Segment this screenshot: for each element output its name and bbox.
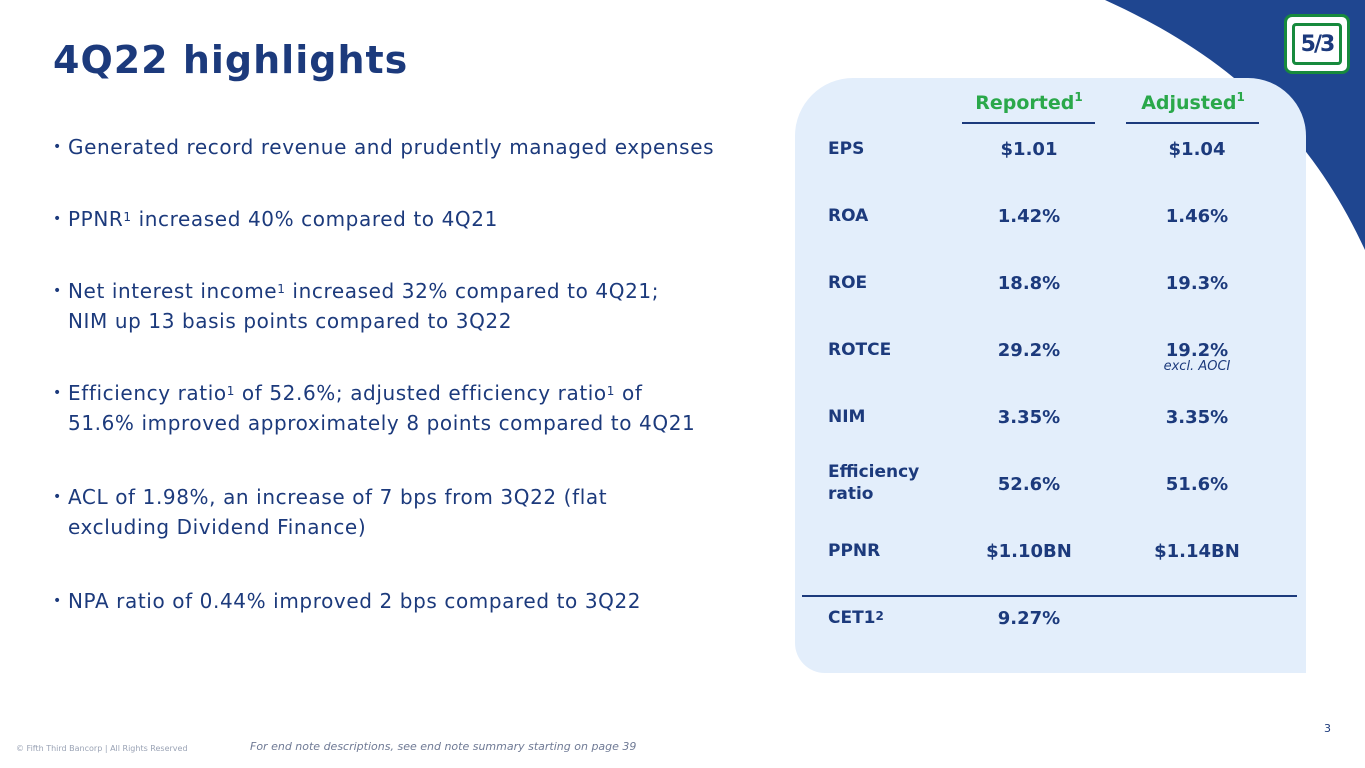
copyright-notice: © Fifth Third Bancorp | All Rights Reser… [16,744,188,753]
bullet-efficiency-ratio: Efficiency ratio1 of 52.6%; adjusted eff… [53,378,695,438]
bullet-text: Generated record revenue and prudently m… [68,135,715,159]
bullet-text: increased 40% compared to 4Q21 [131,207,498,231]
cell-rotce-adjusted: 19.2% [1165,340,1229,361]
footnote-ref: 1 [123,210,132,224]
label-line2: ratio [828,484,874,504]
row-label-rotce: ROTCE [828,340,892,360]
cell-efficiency-reported: 52.6% [997,474,1061,495]
bullet-text-line2: NIM up 13 basis points compared to 3Q22 [68,309,513,333]
cell-roa-adjusted: 1.46% [1165,206,1229,227]
row-label-roe: ROE [828,273,868,293]
cell-nim-reported: 3.35% [997,407,1061,428]
row-label-efficiency-ratio: Efficiency ratio [828,461,919,505]
footnote-ref: 1 [606,384,616,398]
endnote-reference: For end note descriptions, see end note … [250,740,637,753]
fifth-third-logo: 5/3 [1284,14,1350,74]
bullet-text: Net interest income [68,279,278,303]
footnote-ref: 2 [875,609,884,623]
adjusted-column-header: Adjusted1 [1127,90,1259,114]
cell-eps-adjusted: $1.04 [1168,139,1226,160]
page-number: 3 [1324,722,1331,735]
bullet-net-interest-income: Net interest income1 increased 32% compa… [53,276,659,336]
row-label-ppnr: PPNR [828,541,881,561]
table-divider [802,595,1297,597]
cell-ppnr-adjusted: $1.14BN [1154,541,1240,562]
cell-cet1-reported: 9.27% [997,608,1061,629]
adjusted-header-underline [1126,122,1259,124]
label-text: CET1 [828,608,876,628]
cell-ppnr-reported: $1.10BN [986,541,1072,562]
metrics-panel [795,78,1306,673]
bullet-text: of [615,381,643,405]
cell-rotce-reported: 29.2% [997,340,1061,361]
cell-nim-adjusted: 3.35% [1165,407,1229,428]
bullet-text: Efficiency ratio [68,381,227,405]
cell-efficiency-adjusted: 51.6% [1165,474,1229,495]
bullet-text-line2: 51.6% improved approximately 8 points co… [68,411,696,435]
footnote-ref: 1 [277,282,286,296]
reported-column-header: Reported1 [963,90,1095,114]
logo-mark: 5/3 [1292,23,1342,65]
footnote-ref: 1 [226,384,235,398]
bullet-acl: ACL of 1.98%, an increase of 7 bps from … [53,482,607,542]
cell-eps-reported: $1.01 [1000,139,1058,160]
cell-roa-reported: 1.42% [997,206,1061,227]
cell-rotce-note: excl. AOCI [1163,359,1231,374]
bullet-ppnr: PPNR1 increased 40% compared to 4Q21 [53,204,498,234]
bullet-npa-ratio: NPA ratio of 0.44% improved 2 bps compar… [53,586,641,616]
row-label-roa: ROA [828,206,869,226]
label-line1: Efficiency [828,462,920,482]
header-text: Reported [975,92,1075,114]
cell-roe-adjusted: 19.3% [1165,273,1229,294]
row-label-cet1: CET12 [828,607,884,629]
header-text: Adjusted [1141,92,1237,114]
cell-roe-reported: 18.8% [997,273,1061,294]
page-title: 4Q22 highlights [53,38,409,82]
bullet-record-revenue: Generated record revenue and prudently m… [53,132,714,162]
bullet-text: ACL of 1.98%, an increase of 7 bps from … [68,485,608,509]
bullet-text: of 52.6%; adjusted efficiency ratio [234,381,607,405]
row-label-nim: NIM [828,407,866,427]
reported-header-underline [962,122,1095,124]
row-label-eps: EPS [828,139,865,159]
bullet-text: NPA ratio of 0.44% improved 2 bps compar… [68,589,642,613]
bullet-text: PPNR [68,207,124,231]
footnote-ref: 1 [1074,90,1083,104]
footnote-ref: 1 [1236,90,1245,104]
bullet-text: increased 32% compared to 4Q21; [285,279,660,303]
bullet-text-line2: excluding Dividend Finance) [68,515,367,539]
